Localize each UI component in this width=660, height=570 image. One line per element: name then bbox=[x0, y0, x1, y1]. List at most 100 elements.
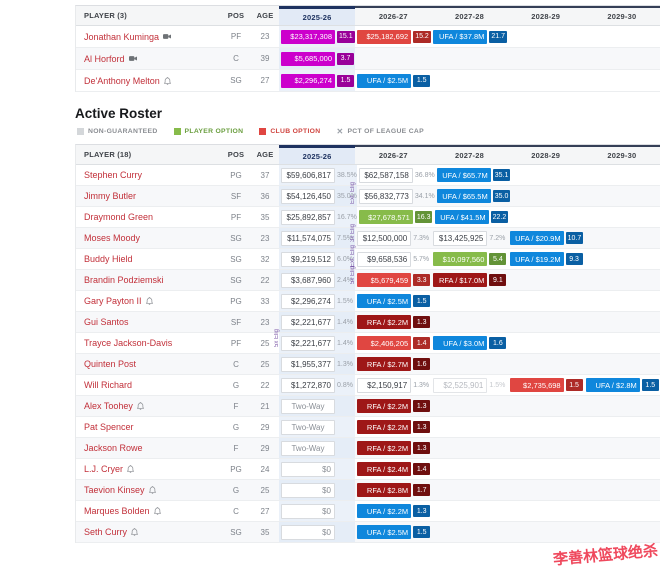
camera-icon[interactable] bbox=[128, 55, 137, 62]
bell-icon[interactable] bbox=[148, 486, 156, 494]
bell-icon[interactable] bbox=[145, 297, 153, 305]
player-age: 24 bbox=[260, 464, 270, 474]
bell-icon[interactable] bbox=[131, 528, 139, 536]
salary-cell: UFA / $2.5M 1.5 bbox=[355, 522, 431, 542]
player-position: C bbox=[233, 54, 239, 63]
salary-cell: $23,317,308 15.1 bbox=[279, 26, 356, 47]
salary-cell: $0 bbox=[279, 459, 356, 479]
salary-amount: UFA / $65.5M bbox=[436, 189, 491, 203]
player-position: C bbox=[233, 359, 239, 369]
salary-amount: $62,587,158 bbox=[358, 167, 413, 183]
cap-pct: 6.0% bbox=[337, 255, 353, 263]
player-age: 23 bbox=[260, 32, 270, 41]
salary-amount: $9,658,536 bbox=[357, 251, 412, 267]
salary-cell: UFA / $41.5M 22.2 bbox=[433, 207, 509, 227]
player-name-link[interactable]: Al Horford bbox=[84, 53, 125, 64]
cap-pct: 9.1 bbox=[489, 274, 507, 286]
cap-pct: 22.2 bbox=[490, 211, 509, 223]
player-position: F bbox=[233, 443, 239, 453]
player-name-link[interactable]: Trayce Jackson-Davis bbox=[84, 338, 173, 348]
cap-pct: 1.3 bbox=[413, 400, 431, 412]
player-name-link[interactable]: Jonathan Kuminga bbox=[84, 31, 160, 42]
player-name-link[interactable]: Seth Curry bbox=[84, 527, 128, 537]
player-row: Al Horford C 39 $5,685,000 3.7 bbox=[76, 48, 660, 70]
player-row: Marques Bolden C 27 $0 UFA / $2.2M 1.3 bbox=[76, 501, 660, 522]
salary-amount: $5,679,459 bbox=[357, 273, 412, 287]
player-age: 25 bbox=[260, 485, 270, 495]
player-name-link[interactable]: Pat Spencer bbox=[84, 422, 134, 432]
salary-cell: $25,892,857 16.7% bbox=[279, 207, 357, 227]
player-name-link[interactable]: Buddy Hield bbox=[84, 254, 133, 264]
salary-cell: $1,955,377 1.3% bbox=[279, 354, 356, 374]
extension-eligible-badge: 5x Elig bbox=[350, 266, 357, 285]
player-name-link[interactable]: Stephen Curry bbox=[84, 170, 143, 180]
bell-icon[interactable] bbox=[127, 465, 135, 473]
player-name-cell: Pat Spencer bbox=[76, 422, 221, 432]
player-name-link[interactable]: Will Richard bbox=[84, 380, 133, 390]
player-age: 23 bbox=[260, 317, 270, 327]
player-position: PF bbox=[230, 32, 242, 41]
player-name-cell: Draymond Green bbox=[76, 212, 221, 222]
salary-amount: $0 bbox=[281, 482, 335, 498]
cap-pct: 3.7 bbox=[337, 52, 354, 65]
salary-cell: $25,182,692 15.2 bbox=[355, 26, 431, 47]
player-name-link[interactable]: Jackson Rowe bbox=[84, 443, 143, 453]
player-name-link[interactable]: Jimmy Butler bbox=[84, 191, 137, 201]
player-age: 35 bbox=[260, 527, 270, 537]
header-player: PLAYER (3) bbox=[84, 11, 127, 20]
player-name-link[interactable]: Moses Moody bbox=[84, 233, 141, 243]
player-age: 36 bbox=[260, 191, 270, 201]
player-name-cell: Brandin Podziemski bbox=[76, 275, 221, 285]
player-position: G bbox=[232, 485, 240, 495]
salary-amount: RFA / $2.2M bbox=[357, 315, 412, 329]
player-name-link[interactable]: Marques Bolden bbox=[84, 506, 150, 516]
watermark: 李善林篮球绝杀 bbox=[552, 541, 659, 569]
salary-amount: $3,687,960 bbox=[281, 272, 335, 288]
cap-pct: 1.5 bbox=[565, 379, 583, 391]
salary-cell: Two-Way bbox=[279, 438, 356, 458]
salary-amount: $5,685,000 bbox=[281, 51, 335, 66]
salary-amount: $2,406,205 bbox=[357, 336, 412, 350]
player-position: C bbox=[233, 506, 239, 516]
legend-item: PLAYER OPTION bbox=[173, 128, 244, 135]
salary-cell: RFA / $2.2M 1.3 bbox=[355, 312, 431, 332]
salary-amount: UFA / $2.5M bbox=[357, 73, 412, 88]
legend-item: NON-GUARANTEED bbox=[77, 128, 158, 135]
player-name-link[interactable]: Quinten Post bbox=[84, 359, 137, 369]
cap-pct: 5.7% bbox=[413, 255, 430, 263]
cap-pct: 1.6 bbox=[489, 337, 507, 349]
player-name-link[interactable]: Brandin Podziemski bbox=[84, 275, 164, 285]
salary-cell: $13,425,925 7.2% bbox=[431, 228, 507, 248]
salary-cell: $9,658,536 5.7% bbox=[355, 249, 431, 269]
salary-amount: $25,182,692 bbox=[357, 29, 412, 44]
cap-pct: 7.3% bbox=[413, 234, 430, 242]
cap-pct: 1.3% bbox=[337, 360, 353, 368]
bell-icon[interactable] bbox=[136, 402, 144, 410]
salary-amount: $2,221,677 bbox=[281, 335, 335, 351]
header-season-2025-26: 2025-26 bbox=[279, 6, 356, 25]
player-name-link[interactable]: L.J. Cryer bbox=[84, 464, 124, 474]
player-name-link[interactable]: Taevion Kinsey bbox=[84, 485, 145, 495]
player-name-link[interactable]: Gui Santos bbox=[84, 317, 129, 327]
player-row: Moses Moody SG 23 $11,574,075 7.5% $12,500,00… bbox=[76, 224, 660, 249]
camera-icon[interactable] bbox=[163, 33, 172, 40]
cap-pct: 7.2% bbox=[489, 234, 506, 242]
salary-cell: $11,574,075 7.5% bbox=[279, 228, 356, 248]
player-name-link[interactable]: Gary Payton II bbox=[84, 296, 142, 306]
player-name-link[interactable]: De'Anthony Melton bbox=[84, 75, 160, 86]
legend-swatch bbox=[259, 128, 267, 135]
player-row: De'Anthony Melton SG 27 $2,296,274 1.5 UFA / … bbox=[76, 70, 660, 92]
header-season-2029-30: 2029-30 bbox=[583, 6, 660, 25]
player-name-link[interactable]: Draymond Green bbox=[84, 212, 154, 222]
salary-cell: RFA / $2.2M 1.3 bbox=[355, 417, 431, 437]
player-name-link[interactable]: Alex Toohey bbox=[84, 401, 133, 411]
header-pos: POS bbox=[227, 11, 245, 20]
player-age: 25 bbox=[260, 359, 270, 369]
player-position: SG bbox=[230, 275, 242, 285]
legend-label: NON-GUARANTEED bbox=[88, 128, 158, 135]
salary-cell: $56,832,773 34.1% bbox=[357, 186, 435, 206]
bell-icon[interactable] bbox=[153, 507, 161, 515]
bell-icon[interactable] bbox=[163, 76, 171, 85]
salary-amount: RFA / $2.2M bbox=[357, 399, 412, 413]
cap-pct: 1.3 bbox=[413, 505, 431, 517]
